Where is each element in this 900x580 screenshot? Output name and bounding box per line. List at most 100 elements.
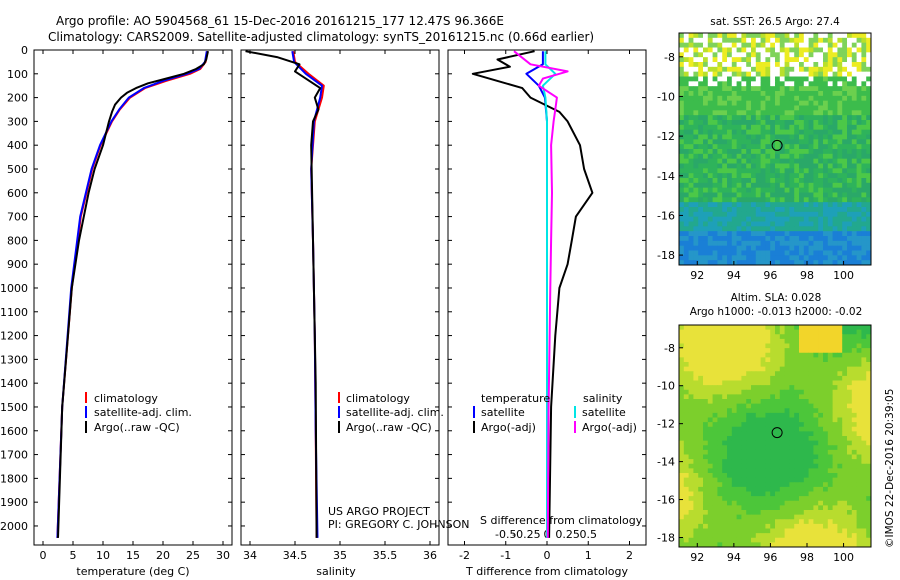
map-cell bbox=[755, 371, 761, 377]
map-cell bbox=[770, 76, 776, 82]
map-cell bbox=[712, 357, 718, 363]
map-cell bbox=[698, 412, 704, 418]
map-cell bbox=[746, 197, 752, 203]
map-cell bbox=[856, 255, 862, 261]
map-cell bbox=[698, 431, 704, 437]
map-cell bbox=[731, 47, 737, 53]
map-cell bbox=[803, 375, 809, 381]
map-cell bbox=[760, 399, 766, 405]
map-cell bbox=[741, 436, 747, 442]
map-cell bbox=[851, 366, 857, 372]
map-cell bbox=[703, 468, 709, 474]
map-cell bbox=[827, 236, 833, 242]
map-cell bbox=[712, 436, 718, 442]
map-cell bbox=[813, 76, 819, 82]
map-cell bbox=[688, 187, 694, 193]
map-cell bbox=[688, 47, 694, 53]
map-cell bbox=[818, 134, 824, 140]
map-cell bbox=[856, 231, 862, 237]
map-cell bbox=[683, 33, 689, 39]
map-cell bbox=[818, 231, 824, 237]
map-cell bbox=[707, 519, 713, 525]
map-cell bbox=[789, 528, 795, 534]
map-cell bbox=[707, 426, 713, 432]
map-cell bbox=[741, 86, 747, 92]
map-cell bbox=[755, 454, 761, 460]
map-cell bbox=[688, 236, 694, 242]
map-cell bbox=[818, 399, 824, 405]
map-cell bbox=[688, 33, 694, 39]
map-cell bbox=[727, 115, 733, 121]
map-cell bbox=[707, 436, 713, 442]
map-cell bbox=[727, 105, 733, 111]
map-cell bbox=[693, 352, 699, 358]
map-cell bbox=[717, 412, 723, 418]
map-cell bbox=[722, 473, 728, 479]
map-cell bbox=[856, 240, 862, 247]
map-cell bbox=[827, 37, 833, 44]
map-cell bbox=[746, 33, 752, 39]
map-cell bbox=[679, 537, 685, 543]
map-cell bbox=[727, 62, 733, 68]
map-cell bbox=[851, 523, 857, 529]
map-cell bbox=[693, 211, 699, 218]
map-cell bbox=[856, 514, 862, 520]
map-cell bbox=[736, 473, 742, 479]
map-cell bbox=[779, 197, 785, 203]
depth-tick-label: 1300 bbox=[0, 353, 28, 366]
map-cell bbox=[751, 371, 757, 377]
map-cell bbox=[789, 449, 795, 455]
map-cell bbox=[707, 380, 713, 386]
map-cell bbox=[779, 422, 785, 428]
map-cell bbox=[827, 216, 833, 222]
map-cell bbox=[741, 431, 747, 437]
map-cell bbox=[866, 221, 871, 227]
map-cell bbox=[799, 129, 805, 135]
map-cell bbox=[808, 52, 814, 58]
map-cell bbox=[760, 91, 766, 97]
map-cell bbox=[712, 500, 718, 506]
map-cell bbox=[698, 91, 704, 97]
map-cell bbox=[770, 163, 776, 169]
map-cell bbox=[755, 362, 761, 368]
map-cell bbox=[813, 352, 819, 358]
map-cell bbox=[842, 366, 848, 372]
map-cell bbox=[741, 71, 747, 77]
map-cell bbox=[731, 187, 737, 193]
map-cell bbox=[741, 250, 747, 256]
map-cell bbox=[808, 357, 814, 363]
map-cell bbox=[799, 389, 805, 395]
map-cell bbox=[827, 491, 833, 497]
map-cell bbox=[789, 124, 795, 131]
map-cell bbox=[832, 528, 838, 534]
map-cell bbox=[779, 514, 785, 520]
map-cell bbox=[746, 463, 752, 469]
map-cell bbox=[842, 120, 848, 126]
map-cell bbox=[755, 473, 761, 479]
map-cell bbox=[688, 445, 694, 451]
map-cell bbox=[813, 357, 819, 363]
map-cell bbox=[703, 449, 709, 455]
map-cell bbox=[693, 124, 699, 131]
map-cell bbox=[818, 496, 824, 502]
map-cell bbox=[856, 216, 862, 222]
map-cell bbox=[779, 449, 785, 455]
map-cell bbox=[679, 357, 685, 363]
map-cell bbox=[794, 389, 800, 395]
map-cell bbox=[751, 533, 757, 539]
map-cell bbox=[765, 110, 771, 116]
map-cell bbox=[736, 482, 742, 488]
map-cell bbox=[683, 408, 689, 414]
map-cell bbox=[818, 412, 824, 418]
map-cell bbox=[832, 449, 838, 455]
map-cell bbox=[794, 338, 800, 344]
map-cell bbox=[832, 187, 838, 193]
map-cell bbox=[813, 52, 819, 58]
map-cell bbox=[760, 129, 766, 135]
map-cell bbox=[679, 76, 685, 82]
map-cell bbox=[856, 134, 862, 140]
map-cell bbox=[799, 403, 805, 409]
map-cell bbox=[712, 47, 718, 53]
map-cell bbox=[703, 47, 709, 53]
map-cell bbox=[866, 343, 871, 349]
